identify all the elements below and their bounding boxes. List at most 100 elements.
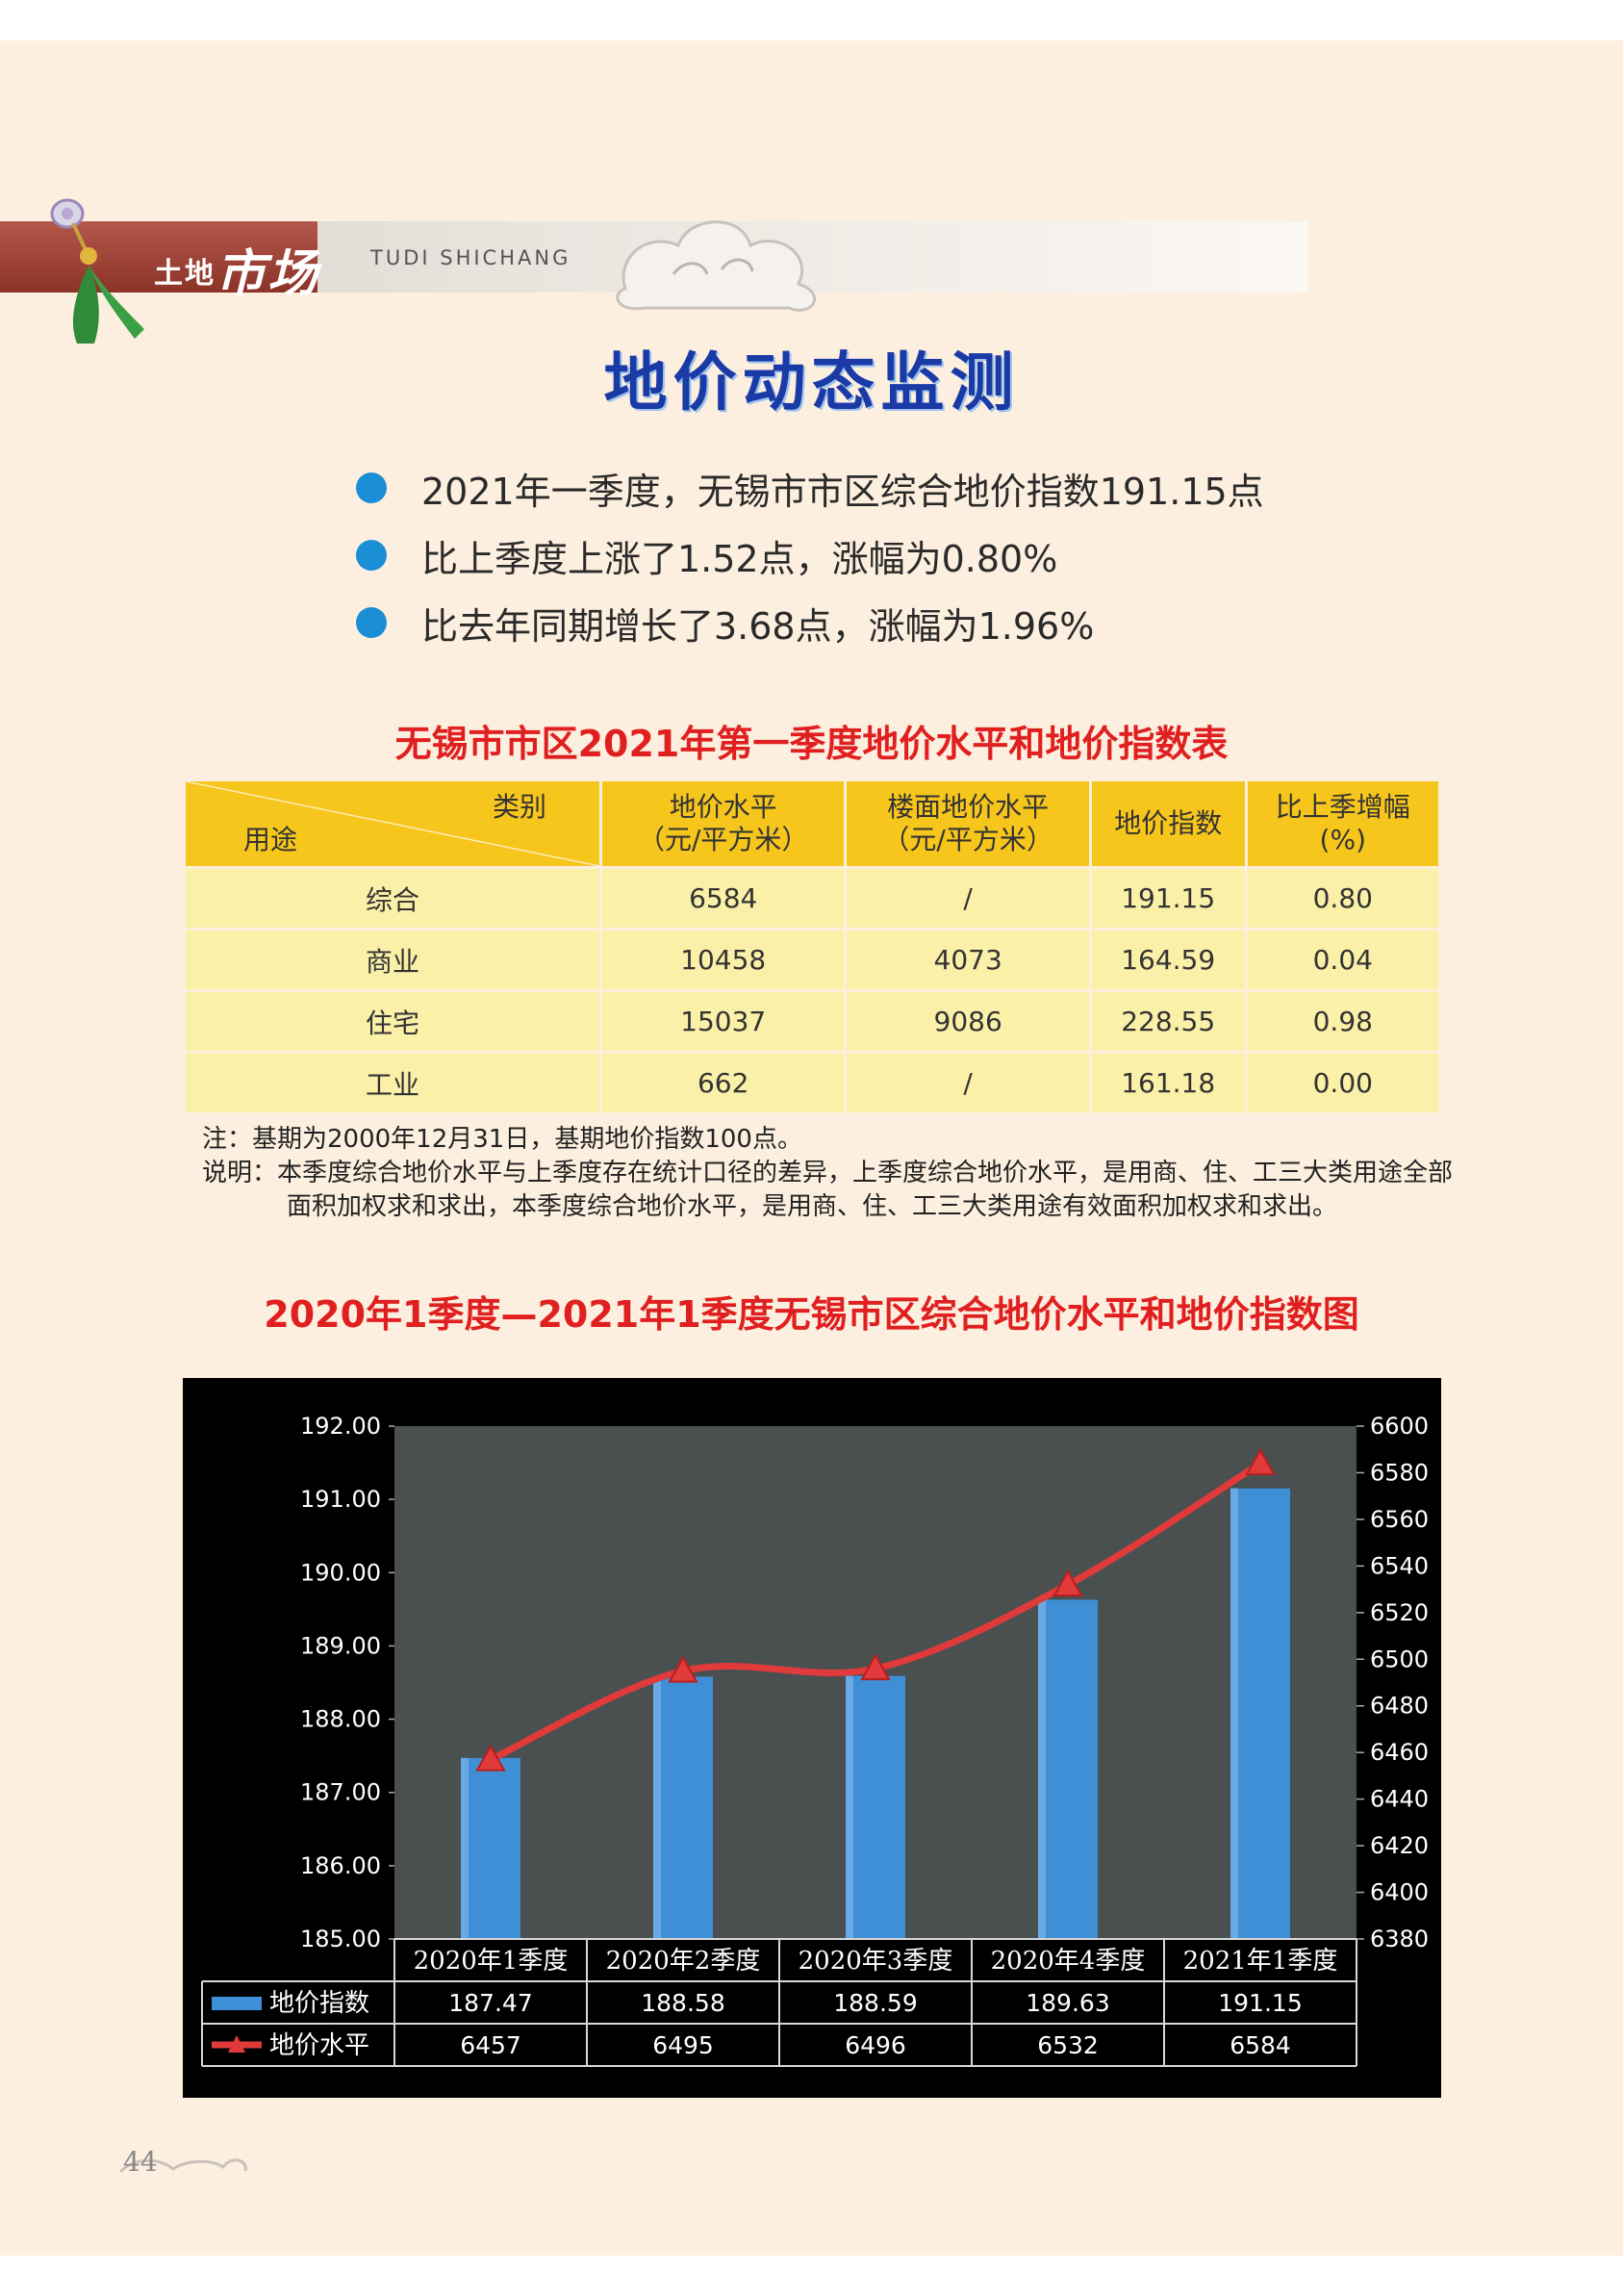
line-data-label: 6584 <box>1230 2031 1291 2059</box>
column-header-unit: (%) <box>1319 824 1366 855</box>
table-cell: 4073 <box>847 928 1089 989</box>
table-cell: 9086 <box>847 989 1089 1051</box>
table-cell: 15037 <box>602 989 845 1051</box>
y-left-tick-label: 186.00 <box>300 1852 381 1879</box>
bullet-dot-icon <box>356 472 387 503</box>
line-point <box>1052 1569 1083 1596</box>
page: 土地市场 TUDI SHICHANG 地价动态监测 2021年一季度，无锡市市区… <box>0 40 1623 2256</box>
y-right-tick-label: 6380 <box>1370 1926 1429 1952</box>
page-title: 地价动态监测 <box>603 345 1020 420</box>
column-header-unit: （元/平方米） <box>882 824 1053 855</box>
table-notes: 注：基期为2000年12月31日，基期地价指数100点。 说明：本季度综合地价水… <box>202 1123 1453 1224</box>
bar <box>461 1757 520 1939</box>
category-label: 2020年1季度 <box>414 1947 569 1976</box>
column-header: 地价水平 （元/平方米） <box>602 781 845 866</box>
table-header-row: 类别 用途 地价水平 （元/平方米） 楼面地价水平 （元/平方米） 地价指数 比上季… <box>186 781 1438 866</box>
table-cell: 0.98 <box>1247 989 1438 1051</box>
bar-highlight <box>1230 1488 1238 1939</box>
table-title: 无锡市市区2021年第一季度地价水平和地价指数表 <box>394 723 1229 765</box>
line-data-label: 6457 <box>460 2031 521 2059</box>
page-cloud-icon <box>118 2158 247 2174</box>
bullet-item: 比去年同期增长了3.68点，涨幅为1.96% <box>356 589 1264 656</box>
table-cell: 10458 <box>602 928 845 989</box>
column-header-main: 楼面地价水平 <box>887 791 1050 823</box>
table-row: 综合 6584 / 191.15 0.80 <box>186 866 1438 928</box>
section-title: 土地市场 <box>154 233 319 305</box>
table-cell: 0.00 <box>1247 1051 1438 1112</box>
y-left-tick-label: 188.00 <box>300 1706 381 1733</box>
table-cell: 6584 <box>602 866 845 928</box>
tassel-ornament-icon <box>50 198 144 344</box>
column-header: 地价指数 <box>1091 781 1245 866</box>
y-left-tick-label: 190.00 <box>300 1559 381 1586</box>
note-text: 注：基期为2000年12月31日，基期地价指数100点。 <box>202 1125 802 1154</box>
bar-highlight <box>653 1676 661 1939</box>
y-left-tick-label: 191.00 <box>300 1486 381 1513</box>
line-data-label: 6496 <box>845 2031 906 2059</box>
legend-line-label: 地价水平 <box>269 2031 369 2060</box>
bullet-list: 2021年一季度，无锡市市区综合地价指数191.15点 比上季度上涨了1.52点… <box>356 454 1264 656</box>
table-row: 商业 10458 4073 164.59 0.04 <box>186 928 1438 989</box>
y-right-tick-label: 6440 <box>1370 1786 1429 1813</box>
chart-panel: 185.00 186.00 187.00 188.00 189.00 190.00 191.… <box>183 1378 1441 2098</box>
table-cell: 0.04 <box>1247 928 1438 989</box>
corner-use-label: 用途 <box>243 824 298 855</box>
line-data-label: 6495 <box>652 2031 714 2059</box>
column-header: 楼面地价水平 （元/平方米） <box>847 781 1089 866</box>
table-cell: / <box>847 866 1089 928</box>
bar-highlight <box>461 1757 469 1939</box>
y-right-tick-label: 6420 <box>1370 1832 1429 1859</box>
bullet-text: 比去年同期增长了3.68点，涨幅为1.96% <box>421 604 1095 648</box>
column-header-main: 比上季增幅 <box>1275 791 1410 823</box>
table-cell: 662 <box>602 1051 845 1112</box>
chart-title: 2020年1季度—2021年1季度无锡市区综合地价水平和地价指数图 <box>264 1293 1359 1336</box>
page-number: 44 <box>123 2146 158 2178</box>
bar <box>653 1676 713 1939</box>
bullet-item: 2021年一季度，无锡市市区综合地价指数191.15点 <box>356 454 1264 522</box>
bar-data-label: 188.58 <box>641 1989 724 2017</box>
legend-bar-key <box>212 1997 262 2010</box>
table-corner-cell: 类别 用途 <box>186 781 599 866</box>
table-row: 工业 662 / 161.18 0.00 <box>186 1051 1438 1112</box>
y-right-tick-label: 6400 <box>1370 1879 1429 1906</box>
bar-data-label: 189.63 <box>1026 1989 1109 2017</box>
section-pinyin: TUDI SHICHANG <box>370 246 571 269</box>
y-right-tick-label: 6580 <box>1370 1459 1429 1486</box>
y-left-tick-label: 185.00 <box>300 1926 381 1952</box>
header-band-red <box>0 221 317 293</box>
y-right-tick-label: 6520 <box>1370 1599 1429 1626</box>
table-cell: 164.59 <box>1091 928 1245 989</box>
category-label: 2020年3季度 <box>799 1947 953 1976</box>
column-header-unit: （元/平方米） <box>637 824 809 855</box>
table-cell: 住宅 <box>186 989 599 1051</box>
line-point <box>860 1652 891 1681</box>
bar <box>1230 1488 1290 1939</box>
explain-text: 说明：本季度综合地价水平与上季度存在统计口径的差异，上季度综合地价水平，是用商、… <box>202 1159 1454 1221</box>
table-cell: 综合 <box>186 866 599 928</box>
y-right-tick-label: 6560 <box>1370 1506 1429 1533</box>
bar-highlight <box>1038 1599 1046 1939</box>
category-label: 2021年1季度 <box>1183 1947 1338 1976</box>
table-cell: 191.15 <box>1091 866 1245 928</box>
bullet-dot-icon <box>356 607 387 638</box>
y-right-tick-label: 6500 <box>1370 1645 1429 1672</box>
bar-highlight <box>846 1675 853 1939</box>
table-cell: 工业 <box>186 1051 599 1112</box>
table-cell: / <box>847 1051 1089 1112</box>
bullet-dot-icon <box>356 540 387 571</box>
bar-data-label: 191.15 <box>1218 1989 1302 2017</box>
bar-data-label: 188.59 <box>833 1989 917 2017</box>
y-right-tick-label: 6540 <box>1370 1552 1429 1579</box>
y-right-tick-label: 6480 <box>1370 1693 1429 1720</box>
section-title-big: 市场 <box>216 244 320 303</box>
line-data-label: 6532 <box>1037 2031 1099 2059</box>
category-label: 2020年2季度 <box>606 1947 761 1976</box>
table-cell: 商业 <box>186 928 599 989</box>
y-left-tick-label: 192.00 <box>300 1413 381 1440</box>
table-cell: 0.80 <box>1247 866 1438 928</box>
line-point <box>668 1655 698 1683</box>
bullet-text: 2021年一季度，无锡市市区综合地价指数191.15点 <box>421 470 1264 513</box>
y-right-tick-label: 6460 <box>1370 1739 1429 1766</box>
bar <box>1038 1599 1098 1939</box>
corner-category-label: 类别 <box>492 791 546 823</box>
